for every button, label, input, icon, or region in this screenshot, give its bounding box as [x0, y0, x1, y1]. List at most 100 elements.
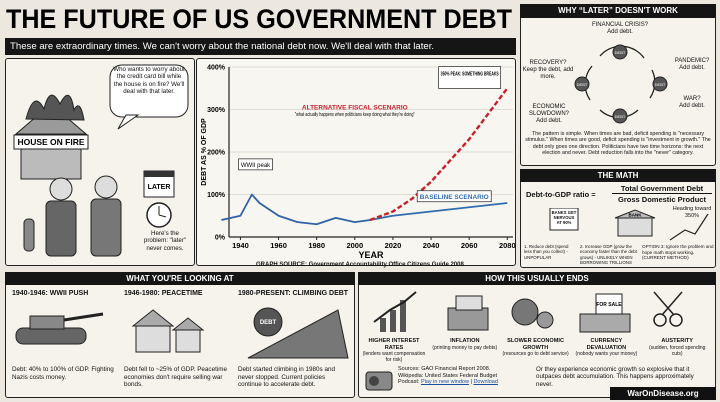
play-link[interactable]: Play in new window — [420, 379, 469, 386]
title-area: THE FUTURE OF US GOVERNMENT DEBT — [6, 4, 512, 34]
y-tick-label: 200% — [207, 150, 226, 157]
politicians-part — [45, 200, 77, 257]
math-option: 2. Increase GDP (grow the economy faster… — [580, 244, 637, 265]
house-sign: HOUSE ON FIRE — [17, 137, 84, 147]
rates-chart-part — [380, 318, 386, 332]
annotation-box — [416, 190, 492, 203]
x-tick-label: 1960 — [270, 241, 287, 250]
tank-part — [29, 315, 65, 330]
era-illustrations: DEBT — [15, 307, 349, 359]
endings-title: HOW THIS USUALLY ENDS — [358, 272, 716, 285]
bank-label: BANK — [629, 213, 643, 218]
debt-bags-part — [612, 44, 628, 60]
ending-heading: CURRENCY DEVALUATION — [586, 338, 627, 351]
sources: Sources: GAO Financial Report 2008. Wiki… — [398, 366, 528, 386]
x-tick-label: 2020 — [385, 241, 402, 250]
sale-sign-part — [579, 313, 631, 333]
calendar — [143, 170, 175, 198]
nervous-sign: BANKS GET NERVOUS AT 90% — [551, 210, 577, 226]
ending-note: (lenders want compensation for risk) — [362, 351, 426, 364]
ending-item: HIGHER INTEREST RATES (lenders want compe… — [360, 338, 428, 363]
y-axis-label: DEBT AS % OF GDP — [201, 118, 208, 186]
annotation: WWII peak — [241, 163, 271, 169]
chart-source: GRAPH SOURCE: Government Accountability … — [256, 262, 464, 268]
politicians — [23, 175, 122, 257]
boulder-part — [253, 307, 283, 337]
politicians-part — [49, 177, 73, 201]
house-part — [13, 134, 89, 150]
radio-icon-part — [369, 376, 379, 386]
site-badge: WarOnDisease.org — [610, 387, 716, 400]
bank — [614, 209, 656, 237]
ending-note: (nobody wants your money) — [575, 351, 638, 358]
ending-item: SLOWER ECONOMIC GROWTH (resources go to d… — [502, 338, 570, 357]
tank-part — [15, 327, 87, 345]
source: Wikipedia: United States Federal Budget — [398, 372, 498, 379]
fire-illustration: HOUSE ON FIRE LATER — [13, 64, 189, 257]
radio-icon — [365, 371, 393, 391]
y-tick-label: 100% — [207, 192, 226, 199]
closing: Or they experience economic growth so ex… — [536, 366, 694, 388]
title: THE FUTURE OF US GOVERNMENT DEBT — [6, 4, 512, 34]
y-tick-label: 0% — [215, 235, 226, 242]
sale-sign — [579, 293, 631, 333]
debt-bags-part — [612, 108, 628, 124]
cycle-diagram: DEBT DEBT DEBT DEBT — [574, 44, 668, 124]
debt-bags-part — [574, 76, 590, 92]
rates-chart-part — [400, 300, 406, 332]
math-title: THE MATH — [520, 169, 716, 182]
cycle-action: Add debt. — [607, 29, 633, 36]
sale-label: FOR SALE — [596, 302, 622, 308]
era-heading: 1980-PRESENT: CLIMBING DEBT — [238, 290, 349, 297]
x-tick-label: 1940 — [232, 241, 249, 250]
x-tick-label: 2060 — [461, 241, 478, 250]
download-link[interactable]: Download — [473, 379, 498, 386]
subtitle: These are extraordinary times. We can't … — [5, 38, 516, 55]
math-option: OPTION 3: Ignore the problem and hope ma… — [642, 244, 714, 260]
annotation-box — [438, 66, 502, 89]
y-tick-label: 400% — [207, 65, 226, 72]
math-illustration: BANK — [549, 208, 709, 241]
why-title: WHY “LATER” DOESN'T WORK — [520, 4, 716, 18]
cycle-action: Add debt. — [679, 65, 705, 72]
denominator: Gross Domestic Product — [618, 195, 706, 204]
gears — [511, 298, 554, 329]
ending-items: HIGHER INTEREST RATES (lenders want compe… — [360, 338, 714, 363]
bubble — [109, 64, 189, 130]
ending-illustrations: FOR SALE — [373, 291, 683, 333]
ending-item: INFLATION (printing money to pay debts) — [431, 338, 499, 351]
era-text: Debt fell to ~25% of GDP. Peacetime econ… — [124, 366, 227, 389]
rates-chart — [373, 291, 417, 332]
printing-press — [447, 295, 489, 331]
sign — [549, 208, 579, 231]
calendar-part — [144, 171, 174, 177]
bag-label: DEBT — [577, 82, 588, 87]
source: Sources: GAO Financial Report 2008. — [398, 366, 491, 372]
ending-item: AUSTERITY (sudden, forced spending cuts) — [643, 338, 711, 357]
scissors-part — [661, 291, 683, 316]
ending-item: CURRENCY DEVALUATION (nobody wants your m… — [572, 338, 640, 357]
cycle-action: Add debt. — [536, 118, 562, 125]
tank-part — [63, 312, 104, 322]
why-explanation: The pattern is simple. When times are ba… — [525, 131, 711, 157]
debt-bags-part — [652, 76, 668, 92]
bubble-text: Who wants to worry about the credit card… — [113, 66, 185, 96]
math-option: 1. Reduce debt (spend less than you coll… — [524, 244, 569, 260]
annotation: "what actually happens when politicians … — [295, 112, 415, 118]
ending-note: (sudden, forced spending cuts) — [648, 344, 706, 357]
ending-heading: SLOWER ECONOMIC GROWTH — [507, 338, 565, 351]
why-panel — [520, 4, 716, 166]
tank — [15, 312, 104, 345]
fire-caption: Here's the problem: "later" never comes. — [143, 230, 187, 252]
houses-part — [135, 325, 171, 353]
clock — [146, 202, 172, 228]
boulder — [247, 307, 349, 359]
series-label: BASELINE SCENARIO — [420, 194, 489, 201]
arrow-part — [669, 213, 709, 241]
cycle-event: RECOVERY? — [529, 60, 567, 66]
x-tick-label: 1980 — [308, 241, 325, 250]
rates-chart-part — [373, 291, 417, 323]
chart: DEBT AS % OF GDP YEAR 0% 100% 200% 300% 400%… — [201, 65, 516, 261]
